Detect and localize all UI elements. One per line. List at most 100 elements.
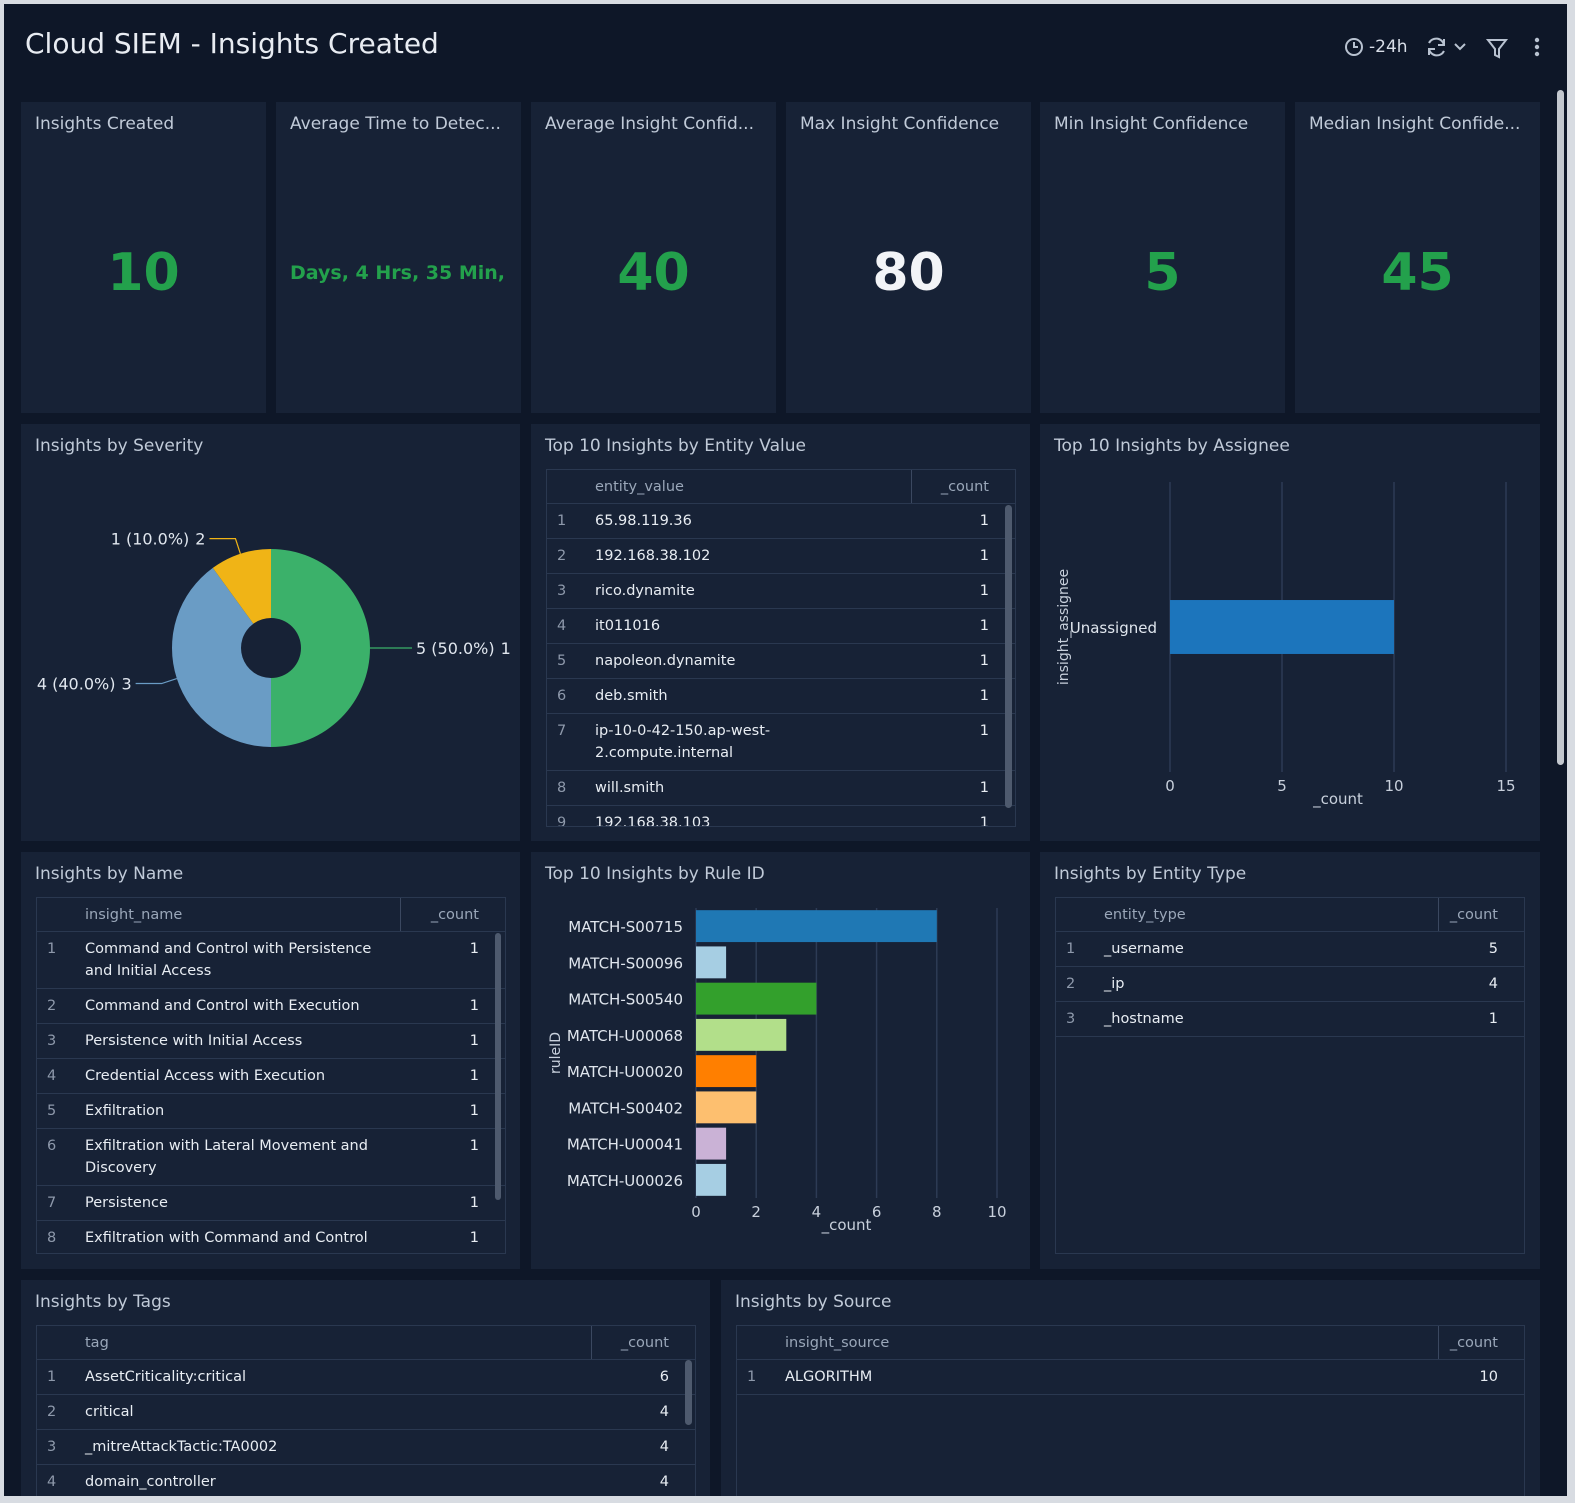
- table-head: tag _count: [37, 1326, 695, 1360]
- panel: Average Insight Confid... 40: [531, 102, 776, 413]
- cell-count: 10: [1438, 1359, 1524, 1395]
- table-row: 5 napoleon.dynamite 1: [547, 643, 1015, 679]
- cell-count: 5: [1438, 931, 1524, 967]
- panel-title: Min Insight Confidence: [1054, 114, 1249, 134]
- cell: critical: [85, 1394, 591, 1430]
- table-body: 1 65.98.119.36 1 2 192.168.38.102 1 3 rico.dyna…: [547, 503, 1015, 826]
- cell-count: 1: [911, 713, 1015, 771]
- table-row: 4 Credential Access with Execution 1: [37, 1058, 505, 1094]
- stat-value: 80: [872, 243, 945, 303]
- table-row: 4 it011016 1: [547, 608, 1015, 644]
- table-row: 1 Command and Control with Persistence an…: [37, 931, 505, 989]
- row-number: 3: [547, 573, 595, 609]
- panel-title: Insights by Name: [35, 864, 184, 884]
- header-row: entity_value _count: [547, 470, 1015, 504]
- panel-title: Insights by Entity Type: [1054, 864, 1247, 884]
- panel-title: Median Insight Confide...: [1309, 114, 1521, 134]
- filter-button[interactable]: [1485, 39, 1509, 59]
- stat-value: 45: [1381, 243, 1454, 303]
- table-row: 8 Exfiltration with Command and Control 1: [37, 1220, 505, 1253]
- cell-count: 1: [400, 1058, 505, 1094]
- dashboard-frame: Cloud SIEM - Insights Created -24h Insig…: [4, 4, 1567, 1496]
- table-row: 1 ALGORITHM 10: [737, 1359, 1524, 1395]
- panel-title: Top 10 Insights by Rule ID: [545, 864, 765, 884]
- cell: rico.dynamite: [595, 573, 911, 609]
- row-number: 8: [37, 1220, 85, 1253]
- cell-count: 1: [911, 805, 1015, 826]
- table-scrollbar[interactable]: [685, 1360, 692, 1425]
- table-body: 1 AssetCriticality:critical 6 2 critical 4 3 _m…: [37, 1359, 695, 1496]
- header-row: insight_source _count: [737, 1326, 1524, 1360]
- cell-count: 1: [911, 770, 1015, 806]
- cell-count: 1: [400, 1093, 505, 1129]
- cell: Persistence: [85, 1185, 400, 1221]
- row-number: 5: [37, 1093, 85, 1129]
- column-header: _count: [911, 470, 1015, 504]
- table-row: 3 rico.dynamite 1: [547, 573, 1015, 609]
- stat-value: 5: [1144, 243, 1181, 303]
- table: insight_name _count 1 Command and Control w…: [37, 898, 505, 1253]
- row-number-header: [547, 470, 595, 504]
- row-number: 3: [1056, 1001, 1104, 1037]
- panel-title: Average Time to Detec...: [290, 114, 501, 134]
- table-body: 1 ALGORITHM 10: [737, 1359, 1524, 1395]
- table-row: 3 _hostname 1: [1056, 1001, 1524, 1037]
- column-header: _count: [1438, 1326, 1524, 1360]
- panel: Top 10 Insights by Assignee: [1040, 424, 1540, 841]
- header-icons: [1345, 37, 1540, 59]
- time-range-button[interactable]: [1345, 38, 1363, 56]
- panel: Median Insight Confide... 45: [1295, 102, 1540, 413]
- row-number: 1: [37, 1359, 85, 1395]
- table: tag _count 1 AssetCriticality:critical 6 2 cri…: [37, 1326, 695, 1496]
- dashboard-title: Cloud SIEM - Insights Created: [25, 27, 439, 60]
- cell: _username: [1104, 931, 1438, 967]
- cell: Exfiltration with Command and Control: [85, 1220, 400, 1253]
- table-scrollbar[interactable]: [1005, 505, 1012, 808]
- cell: _mitreAttackTactic:TA0002: [85, 1429, 591, 1465]
- column-header: entity_type: [1104, 898, 1439, 932]
- row-number-header: [737, 1326, 785, 1360]
- table-scrollbar[interactable]: [495, 933, 501, 1200]
- table-head: insight_source _count: [737, 1326, 1524, 1360]
- table-head: insight_name _count: [37, 898, 505, 932]
- table: entity_type _count 1 _username 5 2 _ip 4 3 _hostn…: [1056, 898, 1524, 1037]
- cell-count: 1: [400, 988, 505, 1024]
- cell-count: 6: [591, 1359, 695, 1395]
- refresh-button[interactable]: [1428, 37, 1466, 57]
- table-row: 6 Exfiltration with Lateral Movement and …: [37, 1128, 505, 1186]
- cell: deb.smith: [595, 678, 911, 714]
- table: entity_value _count 1 65.98.119.36 1 2 192.168…: [547, 470, 1015, 826]
- row-number: 6: [547, 678, 595, 714]
- cell: 192.168.38.103: [595, 805, 911, 826]
- data-table: entity_value _count 1 65.98.119.36 1 2 192.168…: [546, 469, 1016, 827]
- time-range[interactable]: -24h: [1369, 37, 1408, 57]
- row-number: 7: [37, 1185, 85, 1221]
- panel-title: Max Insight Confidence: [800, 114, 1000, 134]
- header-row: insight_name _count: [37, 898, 505, 932]
- cell: Persistence with Initial Access: [85, 1023, 400, 1059]
- table-row: 8 will.smith 1: [547, 770, 1015, 806]
- row-number: 3: [37, 1429, 85, 1465]
- page-scrollbar[interactable]: [1557, 90, 1564, 765]
- cell-count: 1: [400, 1220, 505, 1253]
- cell-count: 1: [911, 503, 1015, 539]
- table-row: 7 ip-10-0-42-150.ap-west-2.compute.intern…: [547, 713, 1015, 771]
- more-menu[interactable]: [1534, 37, 1540, 57]
- panel-title: Average Insight Confid...: [545, 114, 754, 134]
- cell-count: 4: [591, 1394, 695, 1430]
- panel: Top 10 Insights by Rule ID: [531, 852, 1030, 1269]
- panel: Average Time to Detec... Days, 4 Hrs, 35 …: [276, 102, 521, 413]
- cell: napoleon.dynamite: [595, 643, 911, 679]
- panel: Max Insight Confidence 80: [786, 102, 1031, 413]
- cell: Exfiltration with Lateral Movement and D…: [85, 1128, 400, 1186]
- row-number: 1: [737, 1359, 785, 1395]
- cell: Command and Control with Persistence and…: [85, 931, 400, 989]
- table-row: 1 _username 5: [1056, 931, 1524, 967]
- panel-title: Insights by Source: [735, 1292, 892, 1312]
- cell-count: 1: [911, 678, 1015, 714]
- row-number: 4: [37, 1464, 85, 1496]
- cell: it011016: [595, 608, 911, 644]
- cell-count: 1: [911, 573, 1015, 609]
- cell-count: 4: [1438, 966, 1524, 1002]
- row-number: 5: [547, 643, 595, 679]
